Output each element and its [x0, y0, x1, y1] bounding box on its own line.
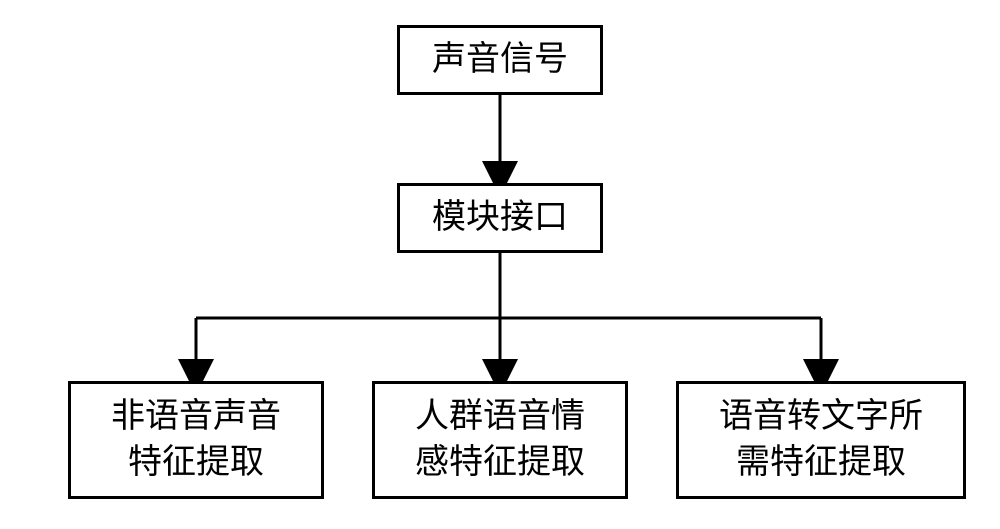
node-label: 声音信号: [432, 37, 568, 83]
node-n5: 语音转文字所 需特征提取: [676, 381, 966, 499]
node-n2: 模块接口: [397, 183, 603, 253]
node-n1: 声音信号: [397, 25, 603, 95]
node-n4: 人群语音情 感特征提取: [372, 381, 628, 499]
node-label: 非语音声音 特征提取: [111, 394, 281, 486]
node-label: 语音转文字所 需特征提取: [719, 394, 923, 486]
node-label: 人群语音情 感特征提取: [415, 394, 585, 486]
node-n3: 非语音声音 特征提取: [68, 381, 324, 499]
node-label: 模块接口: [432, 195, 568, 241]
